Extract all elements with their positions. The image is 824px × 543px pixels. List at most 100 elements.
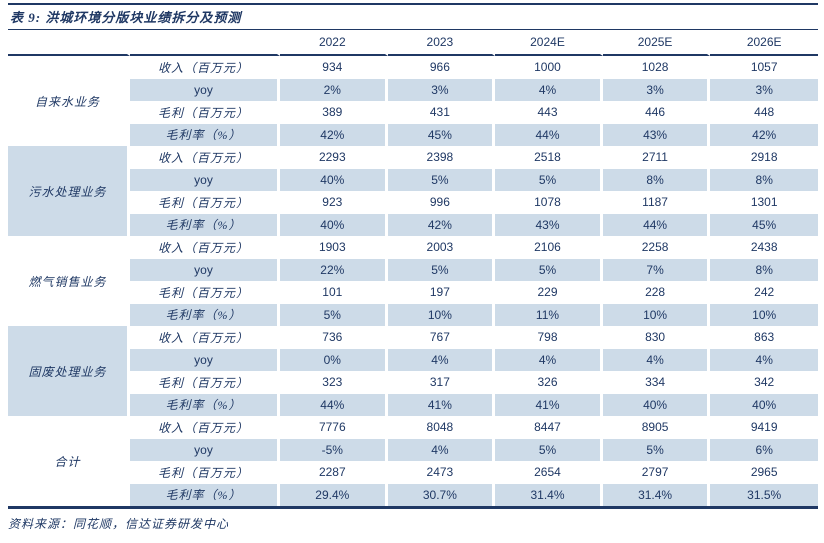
row-label: 毛利（百万元） xyxy=(130,371,280,394)
value-cell: 389 xyxy=(280,101,388,124)
corner-cell xyxy=(130,30,280,56)
value-cell: 2287 xyxy=(280,461,388,484)
group-label: 燃气销售业务 xyxy=(8,236,130,326)
value-cell: 2654 xyxy=(495,461,603,484)
value-cell: 2438 xyxy=(750,240,778,255)
table-row: 毛利率（%） 40% 42% 43% 44% 45% xyxy=(8,213,818,236)
value-cell: 830 xyxy=(603,326,711,349)
row-label: 毛利（百万元） xyxy=(130,101,280,124)
value-cell: 8905 xyxy=(603,416,711,439)
value-cell: 863 xyxy=(754,330,775,345)
value-cell: 2106 xyxy=(495,236,603,259)
table-header-row: 2022 2023 2024E 2025E 2026E xyxy=(8,30,818,56)
value-cell: 242 xyxy=(754,285,775,300)
value-cell: 43% xyxy=(495,213,603,236)
table-row: 毛利率（%） 5% 10% 11% 10% 10% xyxy=(8,303,818,326)
group-label: 合计 xyxy=(8,416,130,506)
value-cell: 44% xyxy=(602,213,711,236)
row-label: yoy xyxy=(130,348,280,371)
value-cell: 8% xyxy=(710,258,818,281)
source-note: 资料来源：同花顺，信达证券研发中心 xyxy=(8,517,230,531)
table-row: 污水处理业务 收入（百万元） 2293 2398 2518 2711 2918 xyxy=(8,146,818,236)
group-label: 污水处理业务 xyxy=(8,146,130,236)
value-cell: 1903 xyxy=(280,236,388,259)
value-cell: 40% xyxy=(280,213,388,236)
table-row: yoy 0% 4% 4% 4% 4% xyxy=(8,348,818,371)
value-cell: 5% xyxy=(495,258,603,281)
value-cell: 2003 xyxy=(388,236,496,259)
table-row: 合计 收入（百万元） 7776 8048 8447 8905 9419 xyxy=(8,416,818,506)
year-header: 2022 xyxy=(280,30,388,56)
value-cell: 29.4% xyxy=(280,483,388,506)
value-cell: 101 xyxy=(280,281,388,304)
row-label: 毛利（百万元） xyxy=(130,191,280,214)
value-cell: 446 xyxy=(603,101,711,124)
value-cell: 767 xyxy=(388,326,496,349)
table-body: 自来水业务 收入（百万元） 934 966 1000 1028 1057 yoy 2% 3% 4% 3… xyxy=(8,56,818,506)
row-label: yoy xyxy=(130,78,280,101)
value-cell: 923 xyxy=(280,191,388,214)
value-cell: 317 xyxy=(388,371,496,394)
table-row: 毛利率（%） 29.4% 30.7% 31.4% 31.4% 31.5% xyxy=(8,483,818,506)
value-cell: -5% xyxy=(280,438,388,461)
value-cell: 44% xyxy=(495,123,603,146)
value-cell: 42% xyxy=(280,123,388,146)
value-cell: 2473 xyxy=(388,461,496,484)
value-cell: 1187 xyxy=(603,191,711,214)
table-row: yoy 2% 3% 4% 3% 3% xyxy=(8,78,818,101)
group-label: 自来水业务 xyxy=(8,56,130,146)
value-cell: 8% xyxy=(710,168,818,191)
table-row: 毛利（百万元） 923 996 1078 1187 1301 xyxy=(8,191,818,214)
value-cell: 2293 xyxy=(280,146,388,169)
value-cell: 3% xyxy=(387,78,496,101)
table-row: 毛利（百万元） 2287 2473 2654 2797 2965 xyxy=(8,461,818,484)
row-label: 收入（百万元） xyxy=(130,146,280,169)
table-row: 毛利（百万元） 323 317 326 334 342 xyxy=(8,371,818,394)
value-cell: 41% xyxy=(387,393,496,416)
value-cell: 31.5% xyxy=(710,483,818,506)
table-row: 毛利率（%） 44% 41% 41% 40% 40% xyxy=(8,393,818,416)
value-cell: 334 xyxy=(603,371,711,394)
value-cell: 31.4% xyxy=(495,483,603,506)
value-cell: 8% xyxy=(602,168,711,191)
value-cell: 10% xyxy=(387,303,496,326)
value-cell: 934 xyxy=(280,56,388,79)
row-label: 毛利率（%） xyxy=(130,393,280,416)
value-cell: 30.7% xyxy=(387,483,496,506)
value-cell: 798 xyxy=(495,326,603,349)
value-cell: 10% xyxy=(602,303,711,326)
row-label: 毛利率（%） xyxy=(130,123,280,146)
value-cell: 323 xyxy=(280,371,388,394)
value-cell: 1057 xyxy=(750,60,778,75)
value-cell: 42% xyxy=(710,123,818,146)
value-cell: 7776 xyxy=(280,416,388,439)
value-cell: 431 xyxy=(388,101,496,124)
value-cell: 443 xyxy=(495,101,603,124)
table-title: 表 9: 洪城环境分版块业绩拆分及预测 xyxy=(8,5,818,30)
table-row: 固废处理业务 收入（百万元） 736 767 798 830 863 xyxy=(8,326,818,416)
bottom-rule xyxy=(8,506,818,509)
table-row: 燃气销售业务 收入（百万元） 1903 2003 2106 2258 2438 xyxy=(8,236,818,326)
value-cell: 45% xyxy=(387,123,496,146)
value-cell: 22% xyxy=(280,258,388,281)
value-cell: 31.4% xyxy=(602,483,711,506)
row-label: 毛利（百万元） xyxy=(130,281,280,304)
row-label: yoy xyxy=(130,438,280,461)
value-cell: 6% xyxy=(710,438,818,461)
row-label: yoy xyxy=(130,258,280,281)
value-cell: 5% xyxy=(387,258,496,281)
value-cell: 40% xyxy=(280,168,388,191)
value-cell: 2711 xyxy=(603,146,711,169)
table-row: 自来水业务 收入（百万元） 934 966 1000 1028 1057 xyxy=(8,56,818,146)
value-cell: 4% xyxy=(387,438,496,461)
value-cell: 40% xyxy=(602,393,711,416)
table-row: yoy -5% 4% 5% 5% 6% xyxy=(8,438,818,461)
value-cell: 2258 xyxy=(603,236,711,259)
value-cell: 2965 xyxy=(750,465,778,480)
value-cell: 1078 xyxy=(495,191,603,214)
value-cell: 1000 xyxy=(495,56,603,79)
value-cell: 8048 xyxy=(388,416,496,439)
row-label: 收入（百万元） xyxy=(130,236,280,259)
value-cell: 2398 xyxy=(388,146,496,169)
